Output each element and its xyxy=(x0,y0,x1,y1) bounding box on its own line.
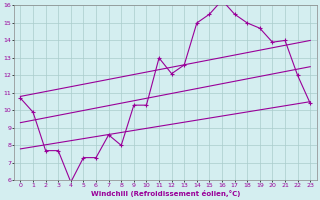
X-axis label: Windchill (Refroidissement éolien,°C): Windchill (Refroidissement éolien,°C) xyxy=(91,190,240,197)
